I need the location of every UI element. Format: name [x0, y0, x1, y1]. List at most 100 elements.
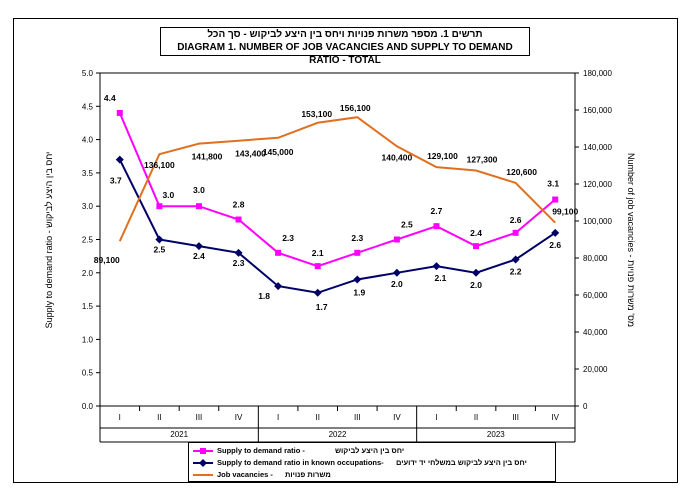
data-point-diamond	[511, 255, 520, 264]
data-point-diamond	[115, 155, 124, 164]
left-axis-tick-label: 3.5	[82, 169, 94, 178]
data-point-diamond	[313, 288, 322, 297]
right-axis-tick-label: 60,000	[583, 291, 608, 300]
data-label: 141,800	[192, 152, 223, 162]
data-label: 2.3	[351, 233, 363, 243]
data-point-square	[314, 263, 321, 270]
right-axis-tick-label: 140,000	[583, 143, 612, 152]
data-point-square	[354, 249, 361, 256]
chart-legend: Supply to demand ratio - יחס בין היצע לב…	[188, 442, 556, 482]
data-point-square	[235, 216, 242, 223]
series-line-1	[118, 159, 556, 294]
quarter-label: III	[196, 413, 203, 422]
chart-title-english: DIAGRAM 1. NUMBER OF JOB VACANCIES AND S…	[177, 42, 513, 66]
right-axis-tick-label: 180,000	[583, 69, 612, 78]
data-label: 2.1	[435, 273, 447, 283]
legend-label-english: Supply to demand ratio in known occupati…	[217, 458, 384, 467]
left-axis-tick-label: 2.0	[82, 269, 94, 278]
data-label: 2.4	[470, 228, 482, 238]
data-point-square	[393, 236, 400, 243]
data-point-diamond	[472, 268, 481, 277]
left-axis-tick-label: 1.0	[82, 335, 94, 344]
left-axis-tick-label: 4.0	[82, 136, 94, 145]
data-label: 1.9	[353, 287, 365, 297]
left-axis-tick-label: 0.5	[82, 369, 94, 378]
data-label: 3.0	[193, 185, 205, 195]
data-label: 2.7	[431, 206, 443, 216]
data-label: 2.6	[510, 215, 522, 225]
quarter-label: I	[119, 413, 121, 422]
left-axis-tick-label: 4.5	[82, 102, 94, 111]
data-point-diamond	[234, 248, 243, 257]
data-label: 2.4	[193, 251, 205, 261]
data-label: 143,400	[235, 149, 266, 159]
data-label: 2.5	[153, 245, 165, 255]
chart-title-hebrew: תרשים 1. מספר משרות פנויות ויחס בין היצע…	[207, 29, 483, 40]
quarter-label: I	[277, 413, 279, 422]
quarter-label: IV	[235, 413, 243, 422]
data-label: 2.3	[233, 258, 245, 268]
quarter-label: I	[435, 413, 437, 422]
data-label: 1.7	[316, 302, 328, 312]
data-point-diamond	[392, 268, 401, 277]
data-point-diamond	[155, 235, 164, 244]
data-point-square	[275, 249, 282, 256]
data-label: 3.0	[162, 190, 174, 200]
data-label: 2.0	[391, 279, 403, 289]
data-label: 145,000	[263, 147, 294, 157]
legend-label-english: Supply to demand ratio -	[217, 446, 305, 455]
data-label: 2.2	[510, 266, 522, 276]
data-point-square	[195, 203, 202, 210]
quarter-label: IV	[393, 413, 401, 422]
legend-item-known-occupations: Supply to demand ratio in known occupati…	[189, 457, 555, 469]
right-axis-tick-label: 40,000	[583, 328, 608, 337]
data-point-diamond	[353, 275, 362, 284]
right-axis-tick-label: 100,000	[583, 217, 612, 226]
series-line-2	[118, 116, 556, 242]
legend-marker-square	[193, 448, 213, 454]
data-point-diamond	[432, 262, 441, 271]
legend-marker-diamond	[193, 459, 213, 467]
legend-item-supply-demand: Supply to demand ratio - יחס בין היצע לב…	[189, 445, 555, 457]
quarter-label: II	[157, 413, 161, 422]
data-label: 2.5	[401, 220, 413, 230]
data-label: 136,100	[144, 160, 175, 170]
data-point-square	[552, 196, 559, 203]
data-label: 140,400	[382, 152, 413, 162]
left-axis-tick-label: 0.0	[82, 402, 94, 411]
data-point-square	[433, 223, 440, 230]
data-label: 2.6	[549, 240, 561, 250]
data-label: 1.8	[258, 291, 270, 301]
left-axis-tick-label: 1.5	[82, 302, 94, 311]
quarter-label: III	[512, 413, 519, 422]
data-label: 3.1	[547, 179, 559, 189]
chart-title-box: תרשים 1. מספר משרות פנויות ויחס בין היצע…	[160, 27, 530, 66]
quarter-label: IV	[551, 413, 559, 422]
data-point-diamond	[551, 228, 560, 237]
data-point-square	[116, 109, 123, 116]
year-label: 2023	[487, 430, 505, 439]
series-line-0	[118, 112, 556, 268]
data-label: 2.0	[470, 280, 482, 290]
quarter-label: II	[315, 413, 319, 422]
legend-marker-line	[193, 474, 213, 476]
right-axis-tick-label: 0	[583, 402, 588, 411]
legend-label-hebrew: יחס בין היצע לביקוש	[335, 446, 405, 455]
left-axis-tick-label: 5.0	[82, 69, 94, 78]
data-label: 153,100	[301, 109, 332, 119]
quarter-label: III	[354, 413, 361, 422]
right-axis-tick-label: 120,000	[583, 180, 612, 189]
left-axis-tick-label: 2.5	[82, 236, 94, 245]
right-axis-tick-label: 80,000	[583, 254, 608, 263]
right-axis-tick-label: 20,000	[583, 365, 608, 374]
left-axis-title: Supply to demand ratio - יחס בין היצע לב…	[44, 152, 54, 329]
data-point-square	[512, 229, 519, 236]
data-label: 127,300	[467, 154, 498, 164]
data-point-square	[473, 243, 480, 250]
data-label: 120,600	[506, 167, 537, 177]
data-label: 4.4	[104, 93, 116, 103]
data-label: 99,100	[552, 207, 578, 217]
data-label: 129,100	[427, 151, 458, 161]
data-label: 3.7	[110, 176, 122, 186]
